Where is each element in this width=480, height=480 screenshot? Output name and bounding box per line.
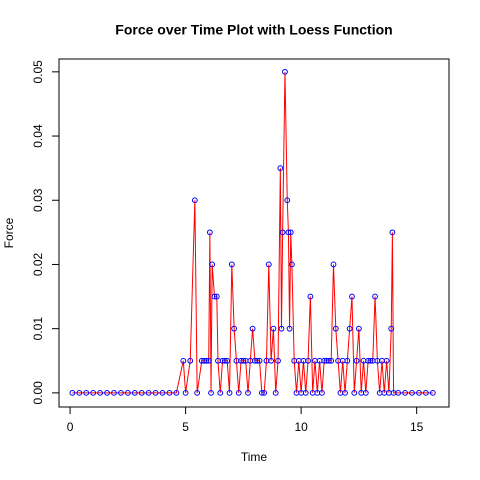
point bbox=[409, 389, 415, 396]
point bbox=[194, 389, 201, 396]
point bbox=[422, 389, 429, 396]
point bbox=[330, 261, 337, 268]
point bbox=[228, 261, 235, 268]
point bbox=[187, 357, 194, 364]
point bbox=[388, 325, 395, 332]
point bbox=[285, 229, 292, 236]
y-tick-label: 0.03 bbox=[31, 188, 45, 212]
point bbox=[342, 389, 348, 396]
point bbox=[209, 261, 216, 268]
point bbox=[332, 325, 339, 332]
point bbox=[284, 197, 291, 204]
point bbox=[256, 357, 263, 364]
point bbox=[76, 389, 83, 396]
plot-frame bbox=[58, 58, 450, 408]
point bbox=[302, 389, 309, 396]
point bbox=[226, 389, 233, 396]
point bbox=[383, 357, 390, 364]
point bbox=[111, 389, 117, 396]
y-tick-label: 0.00 bbox=[31, 381, 45, 405]
point bbox=[286, 325, 293, 332]
point bbox=[69, 389, 76, 396]
point bbox=[83, 389, 90, 396]
x-tick-label: 5 bbox=[182, 420, 189, 434]
x-tick-label: 10 bbox=[294, 420, 308, 434]
point bbox=[277, 165, 284, 172]
point bbox=[182, 389, 189, 396]
point bbox=[372, 293, 378, 300]
point bbox=[282, 68, 288, 75]
point bbox=[205, 357, 212, 364]
point bbox=[138, 389, 145, 396]
point bbox=[344, 357, 351, 364]
point bbox=[319, 389, 325, 396]
point bbox=[104, 389, 110, 396]
point bbox=[206, 229, 213, 236]
point bbox=[362, 389, 369, 396]
point bbox=[325, 357, 332, 364]
point bbox=[355, 325, 362, 332]
point bbox=[118, 389, 124, 396]
point bbox=[270, 325, 277, 332]
point bbox=[145, 389, 152, 396]
y-tick-label: 0.02 bbox=[31, 252, 45, 276]
point bbox=[235, 389, 242, 396]
point bbox=[159, 389, 166, 396]
point bbox=[349, 293, 355, 300]
point bbox=[402, 389, 409, 396]
point bbox=[328, 357, 335, 364]
y-tick-label: 0.01 bbox=[31, 317, 45, 341]
point bbox=[152, 389, 159, 396]
point bbox=[261, 389, 268, 396]
point bbox=[279, 229, 286, 236]
point bbox=[254, 357, 261, 364]
point bbox=[166, 389, 173, 396]
point bbox=[351, 389, 358, 396]
point bbox=[221, 357, 228, 364]
point bbox=[268, 357, 274, 364]
y-tick-label: 0.04 bbox=[31, 124, 45, 148]
point bbox=[395, 389, 402, 396]
point bbox=[272, 389, 279, 396]
point bbox=[389, 229, 396, 236]
point bbox=[213, 293, 220, 300]
point bbox=[240, 357, 247, 364]
point bbox=[278, 325, 285, 332]
point bbox=[211, 293, 218, 300]
point bbox=[191, 197, 198, 204]
x-tick-label: 0 bbox=[67, 420, 74, 434]
point bbox=[258, 389, 265, 396]
point bbox=[217, 389, 224, 396]
point bbox=[231, 325, 238, 332]
y-tick-label: 0.05 bbox=[31, 60, 45, 84]
point bbox=[224, 357, 231, 364]
point bbox=[124, 389, 131, 396]
point bbox=[90, 389, 97, 396]
chart-title: Force over Time Plot with Loess Function bbox=[115, 22, 392, 38]
point bbox=[275, 357, 281, 364]
point bbox=[97, 389, 104, 396]
x-tick-label: 15 bbox=[410, 420, 424, 434]
point bbox=[429, 389, 436, 396]
point bbox=[416, 389, 422, 396]
point bbox=[245, 389, 251, 396]
point bbox=[353, 357, 360, 364]
point bbox=[307, 293, 314, 300]
point bbox=[265, 261, 272, 268]
point bbox=[287, 229, 294, 236]
point bbox=[249, 325, 256, 332]
y-axis-label: Force bbox=[2, 217, 16, 248]
point bbox=[305, 357, 311, 364]
point bbox=[173, 389, 180, 396]
point bbox=[131, 389, 138, 396]
point bbox=[288, 261, 295, 268]
point bbox=[203, 357, 210, 364]
point bbox=[208, 389, 214, 396]
point bbox=[180, 357, 187, 364]
point bbox=[367, 357, 374, 364]
point bbox=[346, 325, 353, 332]
x-axis-label: Time bbox=[241, 450, 268, 464]
